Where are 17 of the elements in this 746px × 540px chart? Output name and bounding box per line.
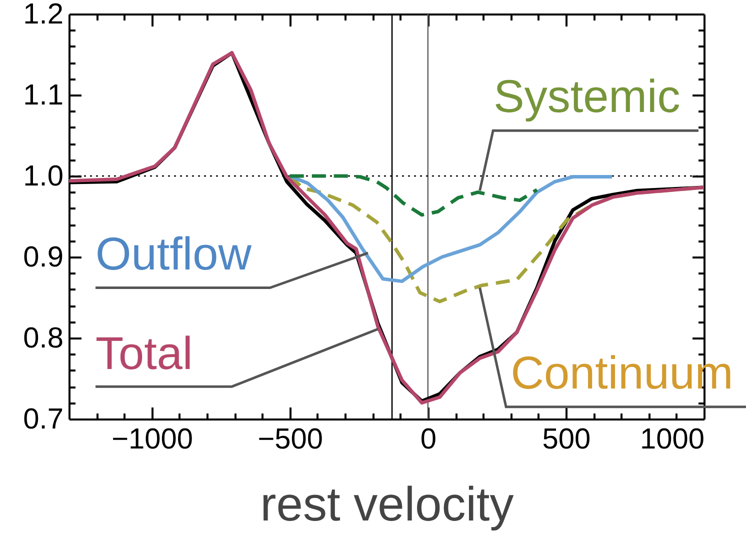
x-tick-label: 0 <box>420 424 436 456</box>
y-tick-label: 0.7 <box>23 404 64 436</box>
line-series <box>288 174 539 217</box>
y-tick-label: 1.2 <box>23 0 64 30</box>
y-tick-label: 0.8 <box>23 322 64 354</box>
x-tick-label: −1000 <box>112 424 194 456</box>
y-tick-label: 0.9 <box>23 242 64 274</box>
series-label: Systemic <box>494 70 680 122</box>
text: Total <box>96 327 193 380</box>
x-tick-label: 1000 <box>640 424 704 456</box>
x-tick-label: 500 <box>542 424 591 456</box>
series-label: Outflow <box>96 227 252 280</box>
y-tick-label: 1.0 <box>23 160 64 192</box>
x-tick-label: −500 <box>258 424 324 456</box>
x-axis-title: rest velocity <box>260 478 514 532</box>
y-tick-label: 1.1 <box>23 80 64 112</box>
line-series <box>288 174 614 284</box>
